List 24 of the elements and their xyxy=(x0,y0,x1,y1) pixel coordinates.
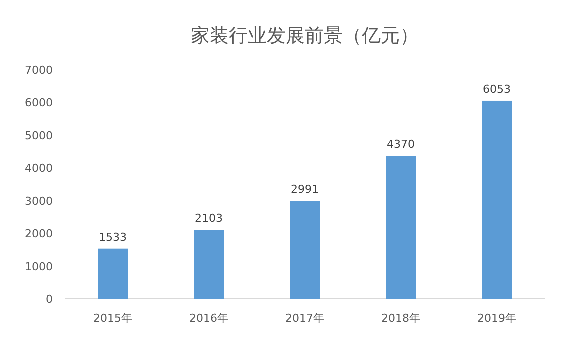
x-tick-label: 2015年 xyxy=(94,312,132,325)
y-tick-label: 3000 xyxy=(25,194,53,208)
data-label: 6053 xyxy=(483,82,511,96)
y-tick-label: 5000 xyxy=(25,129,53,142)
x-tick-label: 2019年 xyxy=(478,312,516,325)
bar xyxy=(386,156,416,299)
bar xyxy=(98,248,128,299)
data-label: 2103 xyxy=(195,212,223,226)
bar xyxy=(482,100,512,299)
bar xyxy=(194,230,224,299)
y-tick-label: 0 xyxy=(46,293,53,306)
x-tick-label: 2017年 xyxy=(286,312,324,325)
y-tick-label: 7000 xyxy=(25,64,53,77)
bar xyxy=(290,201,320,299)
chart-title: 家装行业发展前景（亿元） xyxy=(191,25,419,47)
y-tick-label: 1000 xyxy=(25,260,53,274)
data-label: 1533 xyxy=(99,230,127,244)
y-tick-label: 2000 xyxy=(25,228,53,241)
x-tick-label: 2016年 xyxy=(190,312,228,325)
data-label: 2991 xyxy=(291,183,319,196)
x-tick-label: 2018年 xyxy=(382,312,420,325)
y-tick-label: 6000 xyxy=(25,96,53,110)
y-tick-label: 4000 xyxy=(25,162,53,176)
data-label: 4370 xyxy=(387,138,415,152)
